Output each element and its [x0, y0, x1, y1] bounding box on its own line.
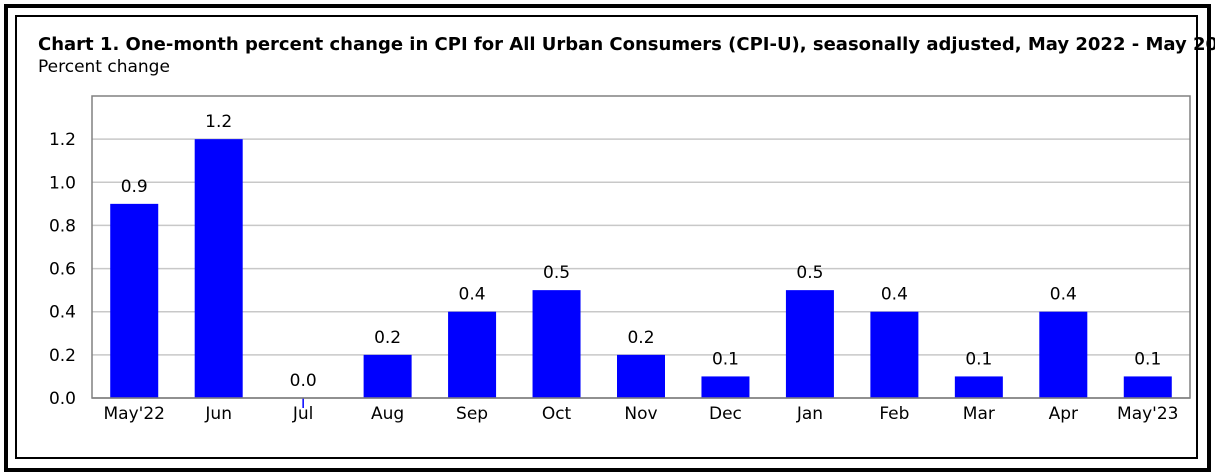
y-tick-label: 1.0 [49, 173, 76, 193]
x-tick-label: Aug [371, 404, 404, 424]
data-label: 0.4 [1050, 285, 1077, 305]
data-label: 1.2 [205, 112, 232, 132]
data-label: 0.5 [543, 263, 570, 283]
y-tick-label: 0.4 [49, 303, 76, 323]
bar [701, 376, 750, 398]
outer-frame [4, 4, 1211, 472]
bar [954, 376, 1003, 398]
x-tick-label: Mar [963, 404, 995, 424]
bar [110, 203, 159, 398]
bar [448, 311, 497, 398]
bar [870, 311, 919, 398]
x-tick-label: Apr [1049, 404, 1078, 424]
plot-area [92, 96, 1190, 398]
x-tick-label: Dec [709, 404, 742, 424]
bar [1039, 311, 1088, 398]
data-label: 0.1 [965, 349, 992, 369]
bar [1123, 376, 1172, 398]
data-label: 0.1 [1134, 349, 1161, 369]
x-tick-label: May'22 [104, 404, 165, 424]
data-label: 0.2 [627, 328, 654, 348]
y-tick-label: 0.6 [49, 260, 76, 280]
inner-frame [15, 15, 1198, 459]
data-label: 0.5 [796, 263, 823, 283]
x-tick-label: Jan [796, 404, 823, 424]
bar [617, 354, 665, 398]
x-tick-label: Nov [624, 404, 657, 424]
bar [194, 139, 243, 398]
data-label: 0.2 [374, 328, 401, 348]
data-label: 0.4 [881, 285, 908, 305]
data-label: 0.1 [712, 349, 739, 369]
y-tick-label: 0.2 [49, 346, 76, 366]
bar [532, 290, 581, 398]
x-tick-label: May'23 [1117, 404, 1178, 424]
x-tick-label: Oct [542, 404, 572, 424]
x-tick-label: Feb [879, 404, 909, 424]
bar [363, 354, 412, 398]
y-tick-label: 1.2 [49, 130, 76, 150]
y-tick-label: 0.0 [49, 389, 76, 409]
chart-title: Chart 1. One-month percent change in CPI… [38, 34, 1215, 55]
y-axis-label: Percent change [38, 57, 170, 77]
data-label: 0.9 [121, 177, 148, 197]
bar [785, 290, 834, 398]
x-tick-label: Jun [204, 404, 232, 424]
x-tick-label: Jul [292, 404, 314, 424]
data-label: 0.4 [459, 285, 486, 305]
data-label: 0.0 [290, 371, 317, 391]
y-tick-label: 0.8 [49, 216, 76, 236]
x-tick-label: Sep [456, 404, 488, 424]
